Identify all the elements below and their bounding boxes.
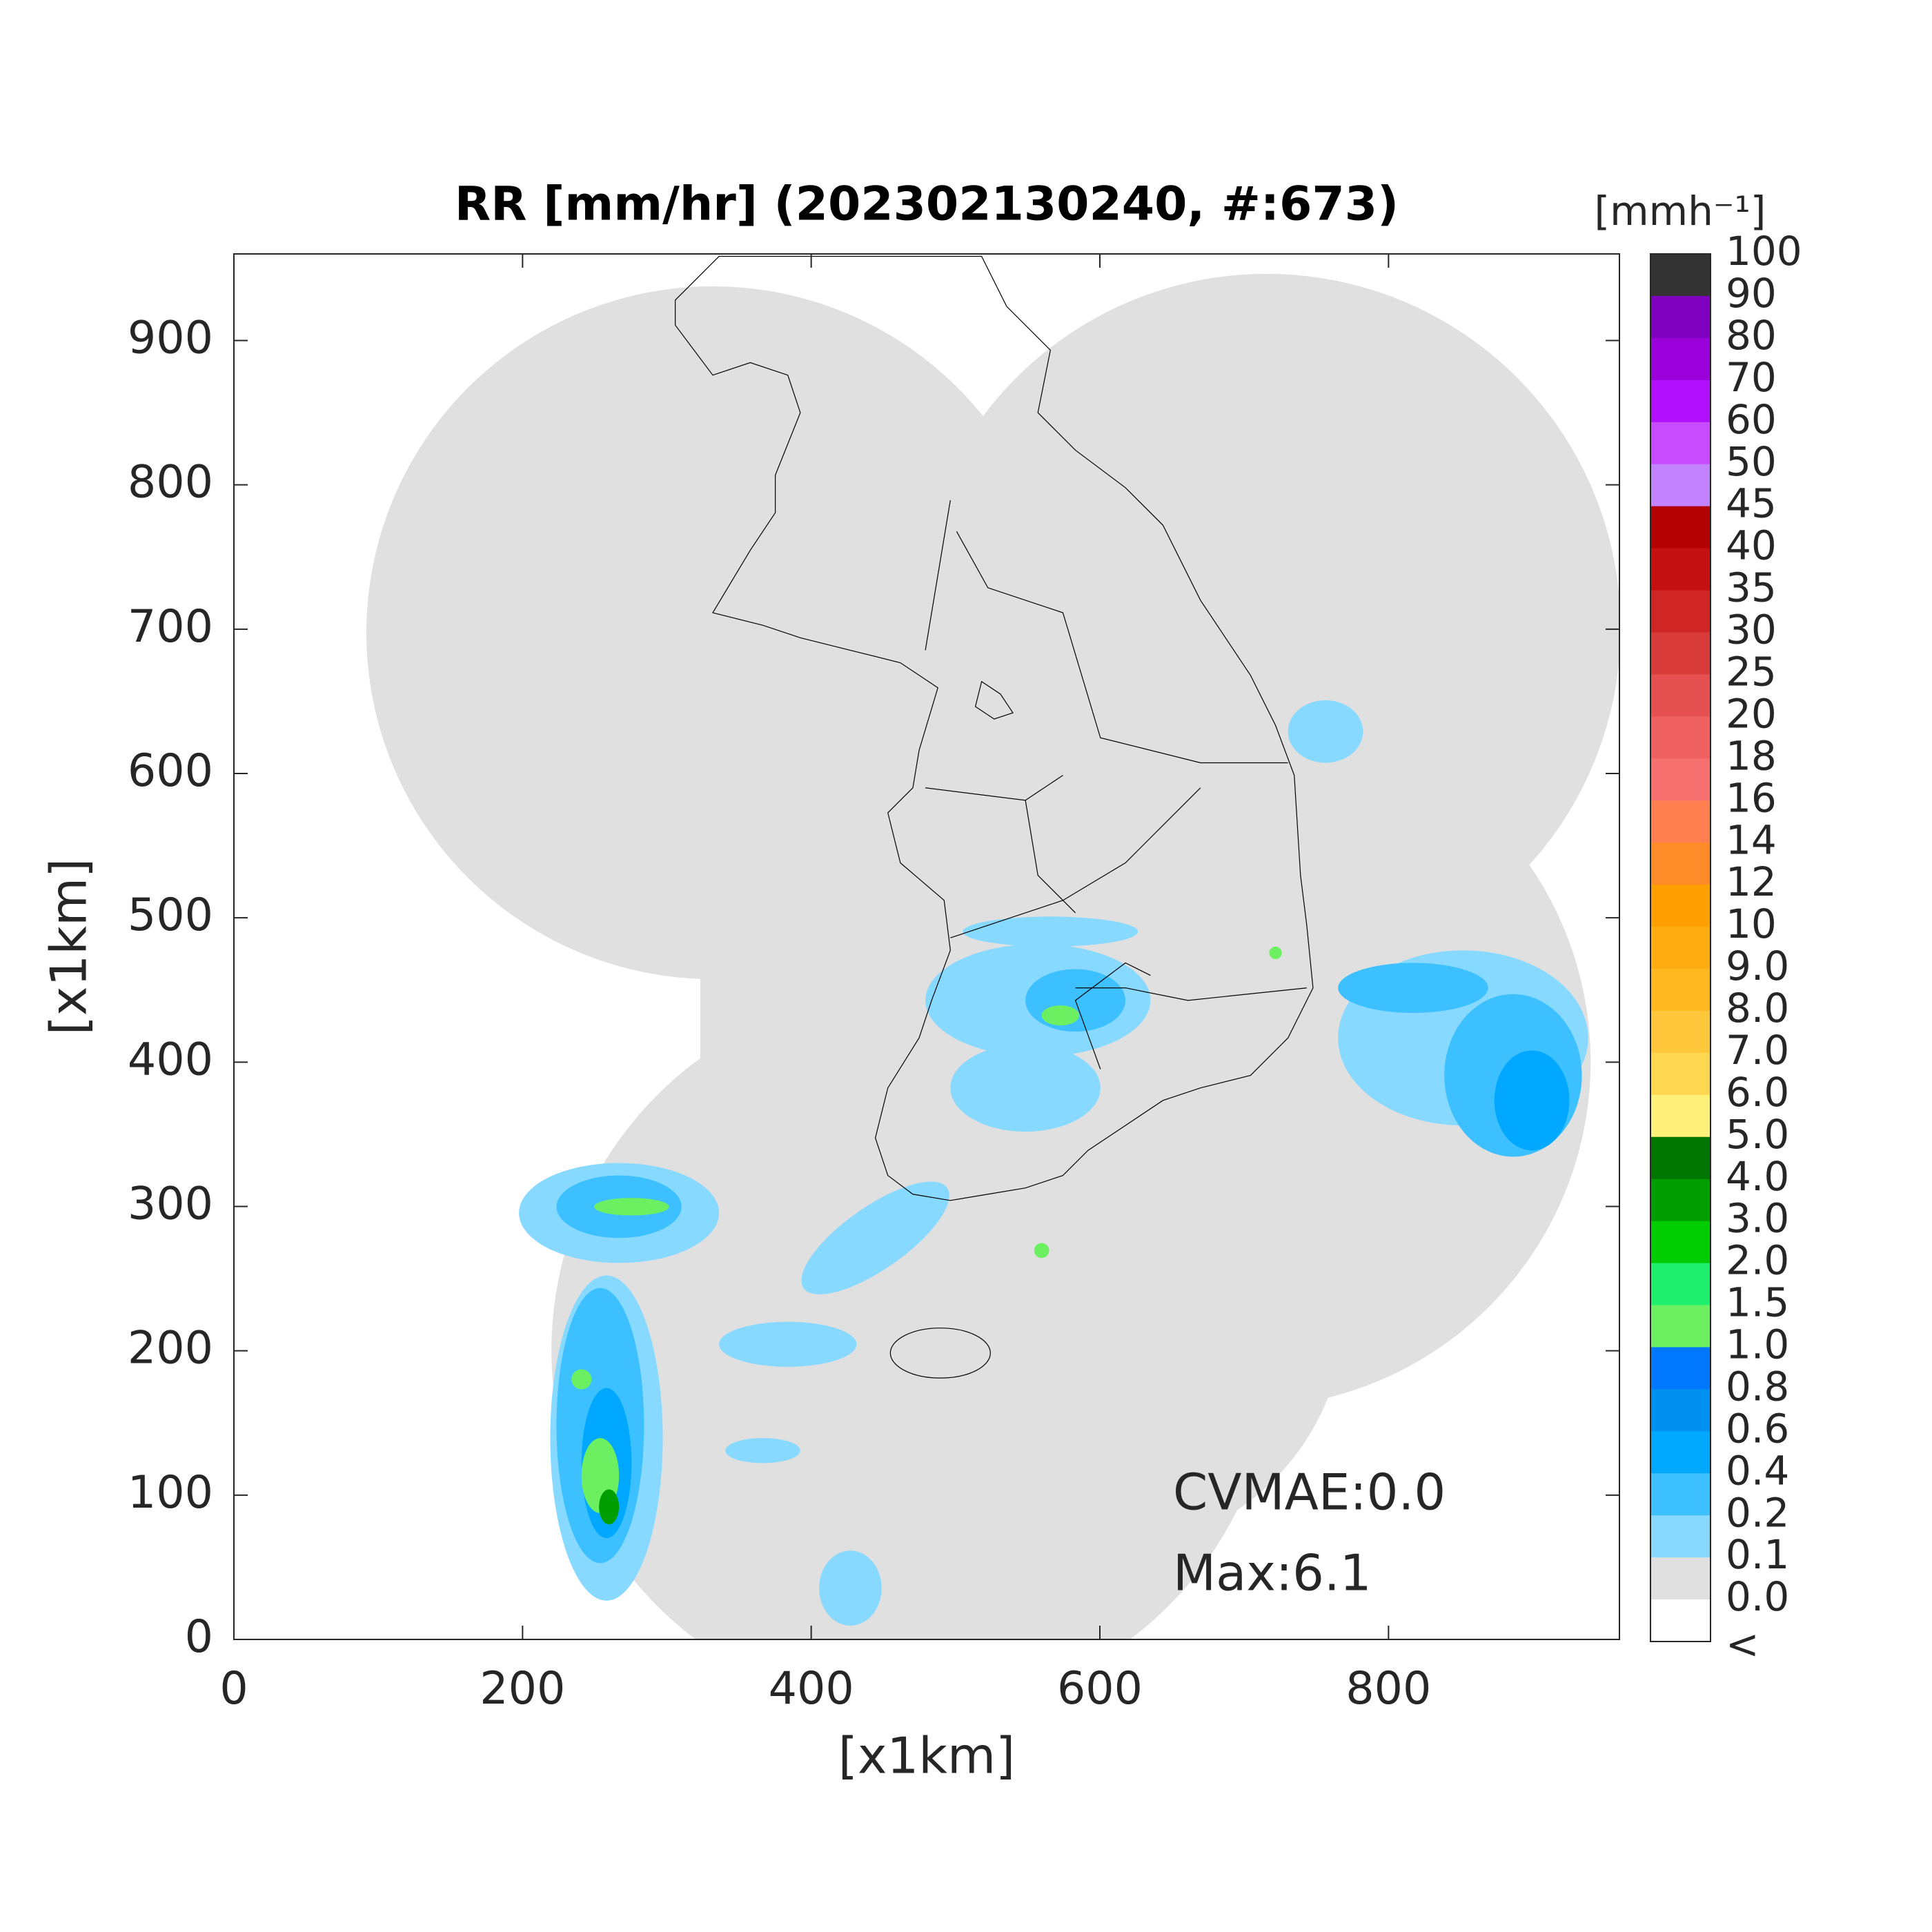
precipitation [519,700,1588,1626]
x-tick-label: 800 [1346,1663,1431,1715]
colorbar-tick-label: 0.8 [1726,1363,1789,1410]
colorbar-band [1650,1221,1711,1264]
colorbar-tick-label: 8.0 [1726,985,1789,1032]
colorbar-band [1650,1052,1711,1096]
y-tick-label: 200 [128,1323,213,1374]
colorbar-tick-label: 7.0 [1726,1027,1789,1074]
colorbar-tick-label: 100 [1726,228,1802,275]
plot-frame [233,253,1620,1640]
colorbar-band [1650,800,1711,843]
y-tick-label: 300 [128,1179,213,1230]
colorbar-tick-label: 0.6 [1726,1405,1789,1452]
colorbar-tick-label: 10 [1726,900,1777,947]
colorbar-tick-label: 20 [1726,690,1777,737]
colorbar-tick-label: 4.0 [1726,1153,1789,1200]
colorbar-tick-label: 0.0 [1726,1573,1789,1620]
x-tick-label: 400 [769,1663,854,1715]
x-tick-label: 200 [480,1663,565,1715]
colorbar-band [1650,1263,1711,1305]
colorbar-band [1650,1094,1711,1138]
colorbar-tick-label: 0.4 [1726,1447,1789,1494]
y-tick-label: 500 [128,889,213,941]
colorbar-frame [1650,253,1711,1642]
colorbar-band [1650,968,1711,1012]
colorbar-tick-label: 1.0 [1726,1321,1789,1368]
colorbar-tick-label: 90 [1726,270,1777,317]
colorbar-tick-label: 18 [1726,732,1777,779]
colorbar-tick-label: 40 [1726,522,1777,569]
colorbar-band [1650,758,1711,801]
y-tick-label: 600 [128,745,213,797]
colorbar-band [1650,379,1711,423]
chart-title: RR [mm/hr] (202302130240, #:673) [455,177,1399,232]
colorbar-band [1650,885,1711,927]
colorbar-band [1650,1473,1711,1516]
colorbar-band [1650,422,1711,465]
annotation: CVMAE:0.0 [1173,1463,1446,1521]
colorbar-band [1650,1389,1711,1432]
y-tick-label: 800 [128,457,213,509]
colorbar-band [1650,295,1711,339]
colorbar-tick-label: 14 [1726,816,1777,863]
colorbar-tick-label: 50 [1726,438,1777,485]
colorbar-tick-label: 70 [1726,354,1777,401]
colorbar-tick-label: 0.2 [1726,1489,1789,1536]
y-tick-label: 400 [128,1034,213,1085]
colorbar-band [1650,1557,1711,1600]
colorbar-band [1650,506,1711,549]
colorbar-tick-label: 30 [1726,607,1777,653]
colorbar-band [1650,1515,1711,1558]
coastline [676,257,1313,1379]
map [366,257,1619,1639]
colorbar-tick-label: 60 [1726,396,1777,443]
colorbar-tick-label: 1.5 [1726,1279,1789,1326]
colorbar-tick-label: 0.1 [1726,1531,1789,1578]
colorbar-band [1650,254,1711,297]
colorbar-band [1650,632,1711,675]
colorbar-tick-label: 45 [1726,480,1777,527]
x-tick-label: 600 [1057,1663,1143,1715]
colorbar-band [1650,1179,1711,1222]
colorbar-band [1650,716,1711,759]
colorbar-band [1650,548,1711,591]
colorbar-band [1650,842,1711,885]
colorbar-tick-label: 5.0 [1726,1111,1789,1158]
annotation: Max:6.1 [1173,1544,1372,1602]
colorbar-tick-label: 80 [1726,312,1777,359]
colorbar-tick-label: 3.0 [1726,1195,1789,1242]
colorbar-tick-label: 12 [1726,858,1777,905]
colorbar-tick-label: 25 [1726,649,1777,696]
colorbar-under-label: < [1726,1621,1759,1668]
colorbar-band [1650,927,1711,969]
colorbar-band [1650,1347,1711,1390]
y-axis-label: [x1km] [40,858,98,1035]
colorbar-tick-label: 6.0 [1726,1069,1789,1116]
colorbar-band [1650,1305,1711,1348]
colorbar-tick-label: 35 [1726,564,1777,611]
colorbar-label: [mmh⁻¹] [1595,188,1766,235]
y-tick-label: 700 [128,601,213,653]
y-tick-label: 0 [185,1611,213,1663]
x-tick-label: 0 [219,1663,248,1715]
colorbar-tick-label: 16 [1726,774,1777,821]
colorbar-band [1650,1010,1711,1054]
colorbar-tick-label: 2.0 [1726,1237,1789,1284]
colorbar-band [1650,1136,1711,1180]
x-axis-label: [x1km] [838,1727,1015,1785]
y-tick-label: 100 [128,1467,213,1519]
colorbar-band [1650,1599,1711,1642]
colorbar-band [1650,1431,1711,1474]
colorbar-band [1650,337,1711,381]
colorbar-band [1650,464,1711,507]
y-tick-label: 900 [128,313,213,364]
colorbar-band [1650,674,1711,717]
colorbar-tick-label: 9.0 [1726,943,1789,989]
colorbar-band [1650,590,1711,633]
